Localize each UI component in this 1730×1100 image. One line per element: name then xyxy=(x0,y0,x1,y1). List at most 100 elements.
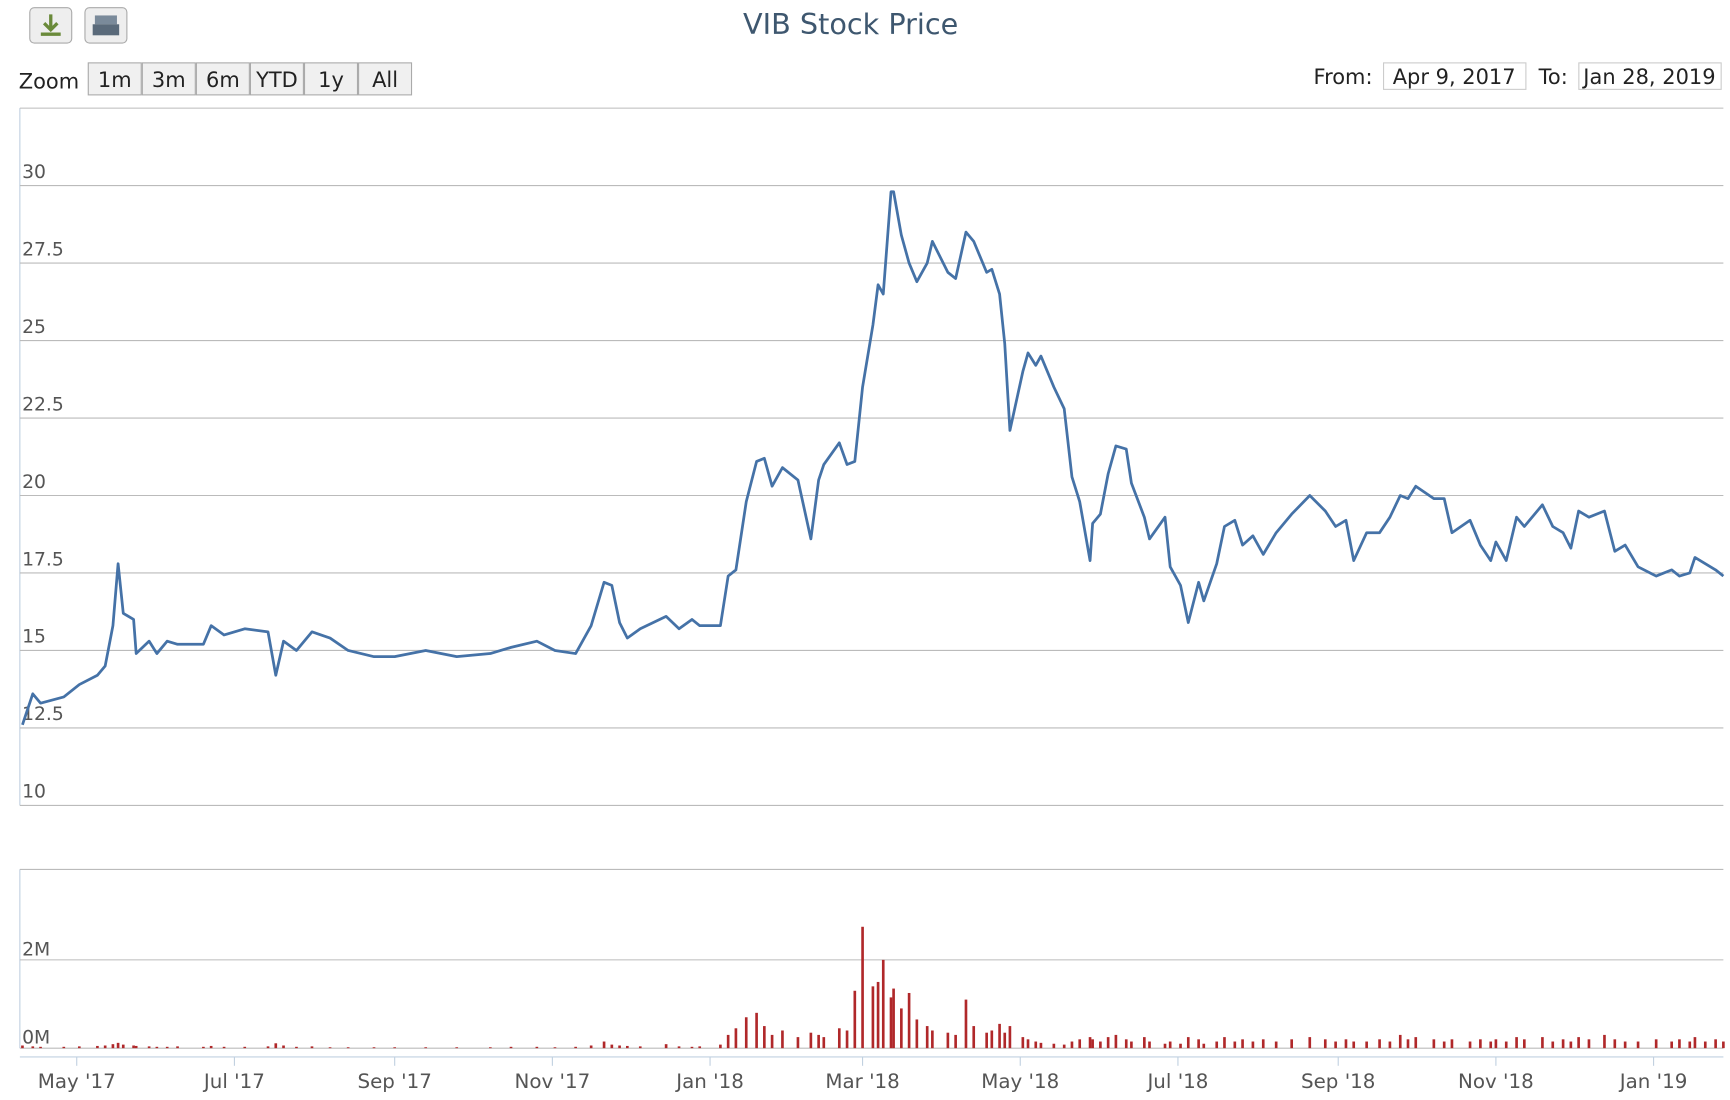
volume-bar xyxy=(618,1045,621,1049)
zoom-button[interactable] xyxy=(141,62,196,96)
volume-bar xyxy=(664,1044,668,1049)
volume-bar xyxy=(861,926,864,1049)
volume-bar xyxy=(176,1046,179,1049)
volume-bar xyxy=(998,1023,1001,1049)
volume-bar xyxy=(837,1028,841,1049)
to-input[interactable] xyxy=(1578,62,1722,90)
volume-bar xyxy=(1504,1041,1508,1049)
zoom-button-label[interactable]: 1m xyxy=(98,68,132,92)
zoom-button[interactable] xyxy=(87,62,142,96)
download-button[interactable] xyxy=(29,7,73,44)
volume-bar xyxy=(1186,1037,1190,1049)
volume-bar xyxy=(266,1046,270,1049)
volume-bar xyxy=(853,990,857,1049)
volume-bar xyxy=(755,1012,758,1049)
volume-bar xyxy=(1442,1041,1446,1049)
volume-bar xyxy=(1091,1039,1094,1049)
zoom-button[interactable] xyxy=(303,62,359,96)
volume-bar xyxy=(1541,1037,1544,1049)
y-tick-label: 12.5 xyxy=(22,704,64,725)
zoom-button-label[interactable]: 6m xyxy=(206,68,240,92)
volume-bar xyxy=(1099,1041,1102,1049)
volume-bar xyxy=(1003,1032,1007,1049)
volume-bar xyxy=(134,1045,138,1049)
volume-bar xyxy=(209,1045,213,1049)
volume-bar xyxy=(900,1008,903,1049)
volume-bar xyxy=(116,1042,120,1049)
volume-bar xyxy=(698,1046,702,1049)
volume-bar xyxy=(1143,1037,1146,1049)
x-tick-label: Sep '18 xyxy=(1301,1070,1375,1093)
x-tick-label: Jul '18 xyxy=(1145,1070,1208,1093)
volume-bar xyxy=(796,1037,800,1049)
volume-bar xyxy=(1261,1039,1265,1049)
volume-bar xyxy=(744,1017,748,1049)
zoom-button[interactable] xyxy=(249,62,304,96)
volume-bar xyxy=(626,1045,629,1049)
volume-bar xyxy=(243,1046,247,1049)
zoom-button-label[interactable]: YTD xyxy=(255,68,298,92)
volume-bar xyxy=(282,1045,285,1049)
volume-bar xyxy=(1241,1039,1244,1049)
volume-bar xyxy=(165,1046,169,1049)
zoom-button-label[interactable]: All xyxy=(372,68,398,92)
volume-bar xyxy=(1569,1041,1573,1049)
volume-bar xyxy=(1106,1037,1110,1049)
zoom-button-label[interactable]: 1y xyxy=(318,68,344,92)
from-input[interactable] xyxy=(1383,62,1527,90)
volume-bar xyxy=(876,981,880,1049)
volume-bar xyxy=(1670,1041,1673,1049)
volume-bar xyxy=(455,1047,459,1049)
volume-bar xyxy=(372,1047,376,1049)
volume-bar xyxy=(726,1034,730,1049)
zoom-button-label[interactable]: 3m xyxy=(152,68,186,92)
y-tick-label: 25 xyxy=(22,317,46,338)
volume-bar xyxy=(1703,1041,1707,1049)
volume-bar xyxy=(96,1045,99,1049)
volume-bar xyxy=(931,1030,934,1049)
volume-bar xyxy=(310,1046,314,1049)
volume-bar xyxy=(393,1047,397,1049)
from-value[interactable]: Apr 9, 2017 xyxy=(1393,65,1516,89)
x-tick-label: Sep '17 xyxy=(357,1070,431,1093)
volume-bar xyxy=(1414,1037,1418,1049)
volume-bar xyxy=(1613,1039,1617,1049)
x-tick-label: Jan '19 xyxy=(1618,1070,1688,1093)
volume-bar xyxy=(677,1046,681,1049)
y-tick-label: 22.5 xyxy=(22,394,64,415)
y-tick-label: 17.5 xyxy=(22,549,64,570)
volume-bar xyxy=(1251,1041,1255,1049)
volume-bar xyxy=(892,988,895,1049)
volume-bar xyxy=(1432,1039,1436,1049)
volume-bar xyxy=(1334,1041,1337,1049)
volume-bar xyxy=(1636,1041,1640,1049)
volume-bar xyxy=(553,1047,557,1049)
x-tick-label: Nov '17 xyxy=(514,1070,590,1093)
y2-tick-label: 0M xyxy=(22,1028,50,1049)
volume-bar xyxy=(1714,1039,1717,1049)
volume-bar xyxy=(574,1046,577,1049)
volume-bar xyxy=(62,1046,66,1049)
x-tick-label: Jan '18 xyxy=(674,1070,744,1093)
volume-bar xyxy=(1450,1039,1454,1049)
zoom-button[interactable] xyxy=(195,62,250,96)
x-tick-label: May '17 xyxy=(38,1070,116,1093)
zoom-button[interactable] xyxy=(358,62,413,96)
volume-bar xyxy=(222,1046,226,1049)
volume-bar xyxy=(1308,1037,1312,1049)
volume-bar xyxy=(509,1046,513,1049)
volume-bar xyxy=(1577,1037,1580,1049)
volume-bar xyxy=(77,1046,81,1049)
volume-bar xyxy=(946,1032,950,1049)
print-button[interactable] xyxy=(84,7,128,44)
volume-bar xyxy=(990,1030,994,1049)
volume-bar xyxy=(424,1047,428,1049)
volume-bar xyxy=(602,1041,606,1049)
to-value[interactable]: Jan 28, 2019 xyxy=(1581,65,1715,89)
volume-bar xyxy=(1088,1037,1092,1049)
volume-bar xyxy=(1688,1041,1692,1049)
volume-bar xyxy=(1352,1041,1356,1049)
volume-bar xyxy=(763,1026,766,1049)
volume-bar xyxy=(1722,1041,1725,1049)
volume-bar xyxy=(121,1044,125,1049)
